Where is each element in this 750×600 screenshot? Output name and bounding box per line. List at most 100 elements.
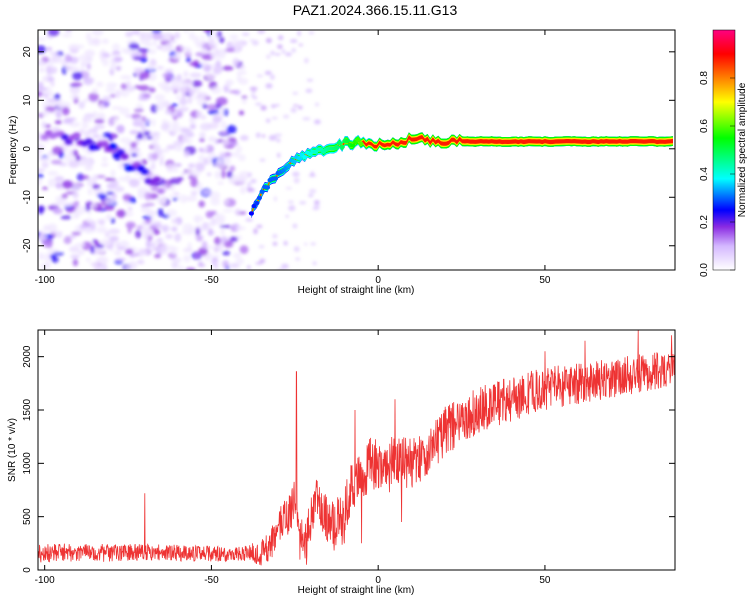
noise-blob	[187, 95, 193, 105]
noise-blob	[53, 207, 63, 215]
noise-blob	[165, 42, 173, 49]
noise-blob	[111, 106, 123, 110]
colorbar-tick-label: 0.6	[699, 119, 710, 133]
noise-blob	[196, 182, 203, 191]
noise-blob	[108, 228, 121, 235]
y-tick-label: -20	[22, 238, 33, 253]
noise-blob	[110, 217, 115, 224]
noise-blob	[156, 196, 167, 205]
track-point	[60, 134, 69, 140]
noise-blob	[129, 130, 139, 135]
noise-blob	[53, 252, 64, 256]
noise-blob	[186, 168, 193, 176]
noise-blob	[38, 178, 43, 186]
noise-blob	[169, 194, 174, 198]
noise-blob	[173, 166, 179, 173]
noise-blob	[212, 116, 222, 124]
noise-blob	[198, 147, 204, 152]
colorbar: 0.0 0.2 0.4 0.6 0.8 Normalized spectral ampl…	[699, 29, 748, 277]
noise-blob	[215, 213, 226, 222]
noise-blob	[139, 71, 150, 80]
noise-blob	[69, 85, 81, 95]
noise-blob	[152, 39, 158, 47]
noise-blob	[86, 63, 91, 70]
noise-blob	[235, 226, 246, 230]
noise-blob	[101, 38, 109, 44]
noise-blob	[183, 247, 193, 253]
noise-blob	[137, 97, 149, 101]
noise-blob	[91, 30, 104, 36]
noise-blob	[185, 81, 194, 87]
noise-blob	[149, 87, 156, 93]
y-tick-label: 500	[22, 508, 33, 525]
noise-blob	[247, 188, 255, 193]
noise-blob	[115, 186, 124, 192]
noise-blob	[149, 134, 160, 141]
noise-blob	[255, 132, 261, 138]
track-point	[152, 176, 161, 183]
noise-blob	[78, 128, 85, 134]
noise-blob	[50, 254, 56, 259]
noise-blob	[93, 110, 97, 119]
noise-blob	[241, 32, 250, 36]
noise-blob	[306, 79, 314, 82]
noise-blob	[207, 253, 212, 261]
noise-blob	[70, 254, 80, 259]
noise-blob	[132, 56, 143, 61]
ridge-point	[248, 211, 254, 216]
noise-blob	[104, 231, 111, 238]
noise-blob	[38, 252, 44, 261]
noise-blob	[191, 189, 199, 195]
spectrogram-noise	[38, 30, 321, 270]
noise-blob	[156, 65, 164, 70]
noise-blob	[48, 178, 56, 188]
noise-blob	[155, 106, 164, 111]
noise-blob	[241, 95, 248, 99]
noise-blob	[38, 67, 46, 73]
noise-blob	[189, 88, 198, 93]
noise-blob	[273, 196, 277, 202]
ridge-point	[272, 176, 279, 181]
noise-blob	[205, 144, 215, 153]
noise-blob	[229, 165, 236, 172]
noise-blob	[144, 202, 155, 207]
noise-blob	[170, 103, 179, 107]
noise-blob	[203, 146, 209, 152]
noise-blob	[96, 113, 105, 117]
noise-blob	[72, 215, 77, 219]
snr-area	[38, 330, 675, 566]
noise-blob	[199, 131, 206, 139]
noise-blob	[299, 201, 307, 205]
noise-blob	[178, 85, 187, 94]
noise-blob	[51, 126, 61, 133]
noise-blob	[272, 234, 278, 239]
noise-blob	[251, 89, 256, 94]
noise-blob	[222, 250, 231, 256]
noise-blob	[291, 48, 297, 53]
noise-blob	[314, 200, 320, 205]
spectrogram-frame	[37, 29, 676, 271]
noise-blob	[218, 37, 225, 44]
noise-blob	[76, 44, 85, 49]
noise-blob	[83, 77, 94, 86]
noise-blob	[235, 176, 247, 185]
noise-blob	[128, 42, 140, 50]
noise-blob	[270, 50, 275, 56]
noise-blob	[45, 124, 51, 129]
noise-blob	[68, 43, 81, 51]
noise-blob	[156, 100, 168, 106]
noise-blob	[129, 178, 140, 188]
noise-blob	[166, 163, 175, 173]
noise-blob	[229, 90, 238, 94]
noise-blob	[145, 135, 153, 140]
noise-blob	[153, 228, 161, 236]
noise-blob	[55, 109, 62, 119]
noise-blob	[196, 235, 203, 242]
noise-blob	[214, 236, 221, 246]
ridge-point	[259, 189, 265, 194]
noise-blob	[102, 132, 112, 139]
noise-blob	[195, 227, 200, 236]
